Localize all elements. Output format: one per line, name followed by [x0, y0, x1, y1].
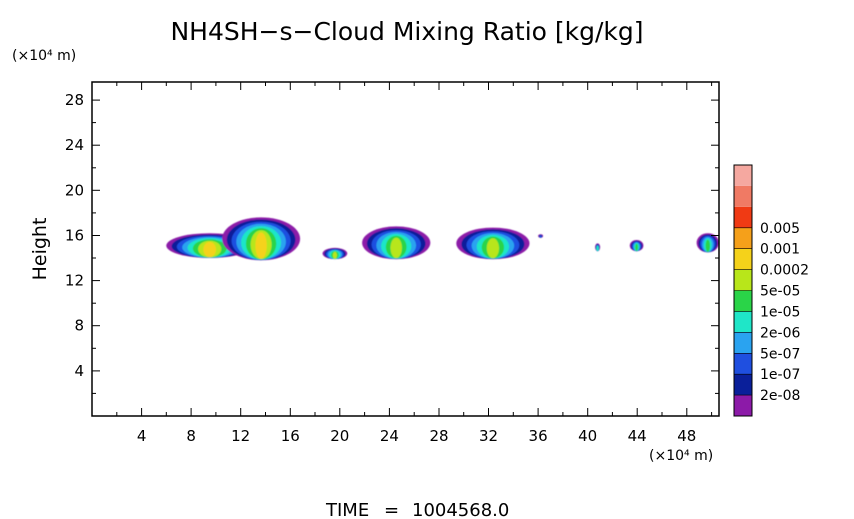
colorbar-level-label: 5e-05 [760, 284, 800, 300]
colorbar: 2e-08 1e-07 5e-07 2e-06 1e-05 5e-05 0.0002 0.00… [733, 164, 809, 417]
colorbar-level-label: 2e-08 [760, 388, 800, 404]
x-axis: 4 8 12 16 20 24 28 32 36 40 44 48 [116, 82, 713, 445]
colorbar-swatch [734, 311, 752, 333]
y-axis-label: Height [29, 218, 51, 281]
time-value: 1004568.0 [412, 500, 509, 519]
colorbar-level-label: 0.005 [760, 221, 800, 237]
x-tick-label: 48 [677, 427, 696, 445]
cloud-region [696, 233, 719, 253]
colorbar-level-label: 1e-07 [760, 367, 800, 383]
cloud-contour [255, 232, 267, 259]
cloud-region [629, 240, 644, 252]
cloud-contour [635, 243, 638, 251]
colorbar-swatch [734, 353, 752, 375]
x-tick-label: 32 [479, 427, 498, 445]
y-tick-label: 24 [65, 136, 84, 154]
cloud-region [166, 233, 254, 258]
cloud-field [166, 217, 719, 261]
colorbar-level-label: 1e-05 [760, 304, 800, 320]
x-tick-label: 28 [429, 427, 448, 445]
cloud-contour [705, 239, 710, 252]
colorbar-swatch [734, 248, 752, 270]
x-tick-label: 24 [380, 427, 399, 445]
x-tick-label: 40 [578, 427, 597, 445]
y-axis: 4 8 12 16 20 24 28 [65, 91, 719, 394]
x-tick-label: 36 [529, 427, 548, 445]
colorbar-level-label: 2e-06 [760, 325, 800, 341]
x-unit-label: (×10⁴ m) [649, 448, 713, 464]
y-tick-label: 12 [65, 272, 84, 290]
colorbar-swatch [734, 332, 752, 354]
cloud-contour [332, 251, 337, 259]
x-tick-label: 44 [628, 427, 647, 445]
time-equals: = [384, 500, 399, 519]
colorbar-swatch [734, 395, 752, 417]
x-tick-label: 8 [186, 427, 196, 445]
plot-frame [91, 81, 720, 417]
cloud-region [362, 226, 431, 260]
x-tick-label: 12 [231, 427, 250, 445]
cloud-region [595, 243, 601, 252]
cloud-contour [596, 245, 599, 251]
cloud-contour [390, 237, 402, 258]
x-tick-label: 20 [330, 427, 349, 445]
y-unit-label: (×10⁴ m) [12, 48, 76, 64]
cloud-contour [203, 241, 216, 258]
colorbar-swatch [734, 165, 752, 186]
colorbar-level-label: 0.001 [760, 242, 800, 258]
cloud-contour [486, 238, 499, 259]
cloud-contour [539, 235, 542, 238]
colorbar-swatch [734, 290, 752, 312]
y-tick-label: 8 [74, 317, 84, 335]
colorbar-swatch [734, 227, 752, 249]
colorbar-swatch [734, 269, 752, 291]
time-label: TIME [325, 500, 369, 519]
cloud-region [538, 234, 544, 238]
colorbar-swatch [734, 206, 752, 228]
colorbar-swatch [734, 374, 752, 396]
cloud-region [222, 217, 301, 261]
chart-title: NH4SH−s−Cloud Mixing Ratio [kg/kg] [170, 17, 643, 46]
y-tick-label: 28 [65, 91, 84, 109]
y-tick-label: 4 [74, 362, 84, 380]
x-tick-label: 16 [281, 427, 300, 445]
x-tick-label: 4 [137, 427, 147, 445]
colorbar-swatch [734, 185, 752, 207]
colorbar-level-label: 5e-07 [760, 346, 800, 362]
y-tick-label: 20 [65, 181, 84, 199]
cloud-region [456, 227, 530, 260]
y-tick-label: 16 [65, 227, 84, 245]
cloud-region [322, 247, 348, 260]
colorbar-level-label: 0.0002 [760, 263, 809, 279]
